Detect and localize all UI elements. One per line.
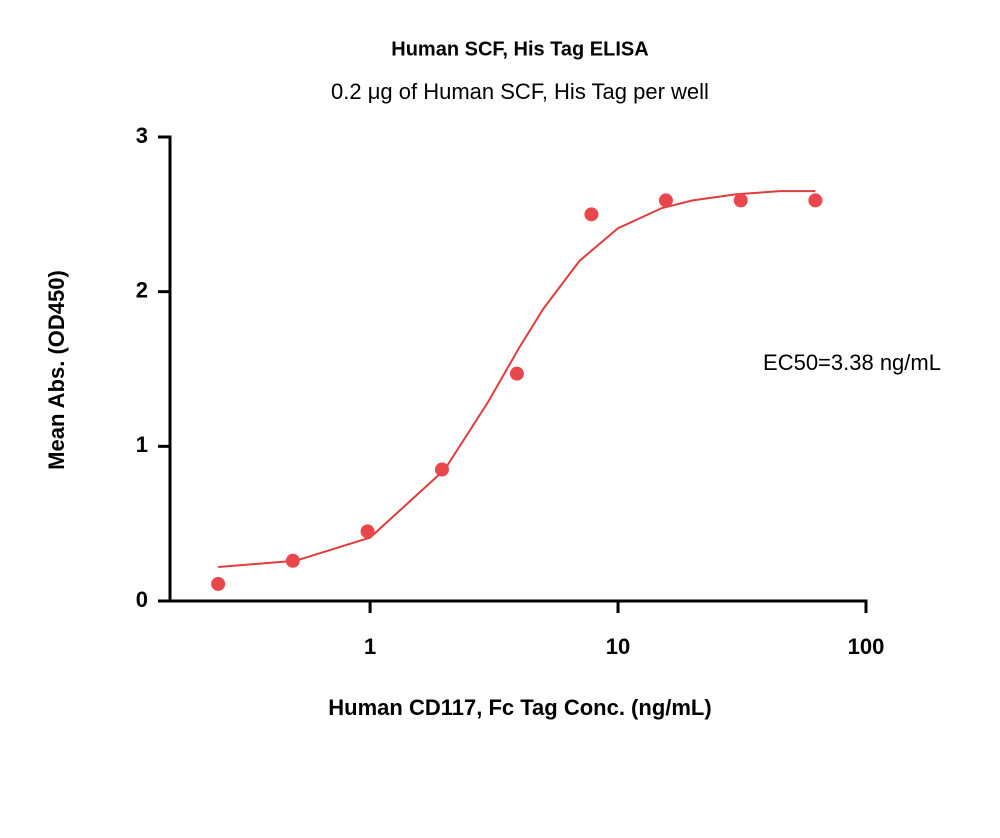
data-point — [360, 524, 375, 539]
fit-curve — [218, 190, 816, 568]
y-tick-label: 2 — [136, 277, 148, 302]
data-point — [733, 193, 748, 208]
data-point — [509, 366, 524, 381]
data-point — [808, 193, 823, 208]
y-tick-label: 3 — [136, 123, 148, 148]
x-axis-label: Human CD117, Fc Tag Conc. (ng/mL) — [328, 695, 711, 720]
x-tick-label: 10 — [606, 634, 630, 659]
data-point — [211, 576, 226, 591]
data-point — [584, 207, 599, 222]
x-tick-label: 1 — [364, 634, 376, 659]
data-point — [285, 553, 300, 568]
data-point — [434, 462, 449, 477]
y-tick-label: 1 — [136, 432, 148, 457]
chart-subtitle: 0.2 μg of Human SCF, His Tag per well — [331, 79, 709, 104]
data-point — [658, 193, 673, 208]
y-axis-label: Mean Abs. (OD450) — [44, 270, 69, 470]
x-tick-label: 100 — [848, 634, 885, 659]
y-tick-label: 0 — [136, 587, 148, 612]
chart-title: Human SCF, His Tag ELISA — [391, 38, 648, 60]
annotation: EC50=3.38 ng/mL — [763, 350, 941, 375]
